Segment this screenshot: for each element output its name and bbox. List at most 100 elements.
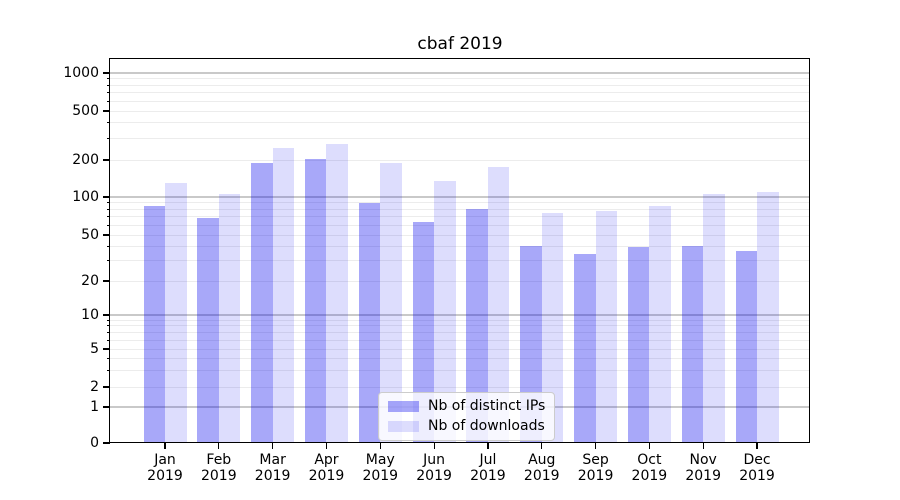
- gridline-minor: [110, 84, 810, 86]
- y-minor-tick-mark: [106, 260, 110, 262]
- x-tick-mark: [487, 443, 489, 449]
- gridline-minor: [110, 386, 810, 388]
- bar-downloads-aug: [541, 212, 564, 443]
- legend-swatch-downloads: [388, 421, 419, 432]
- gridline-minor: [110, 159, 810, 161]
- y-tick-mark: [103, 406, 110, 408]
- bar-downloads-oct: [649, 205, 671, 443]
- y-minor-tick-mark: [106, 319, 110, 321]
- y-tick-mark: [103, 314, 110, 316]
- x-axis-tick-label: Oct 2019: [631, 452, 668, 484]
- y-minor-tick-mark: [106, 202, 110, 204]
- gridline-minor: [110, 234, 810, 236]
- bar-downloads-jul: [487, 167, 510, 443]
- x-axis-tick-label: Jul 2019: [470, 452, 506, 484]
- x-tick-mark: [433, 443, 435, 449]
- chart-title: cbaf 2019: [417, 34, 503, 54]
- x-tick-mark: [594, 443, 597, 449]
- gridline-minor: [110, 369, 810, 371]
- gridline-minor: [110, 325, 810, 327]
- y-minor-tick-mark: [106, 325, 110, 327]
- bar-distinct-ips-nov: [681, 246, 704, 443]
- y-minor-tick-mark: [106, 216, 110, 218]
- bar-distinct-ips-jan: [143, 205, 165, 443]
- y-minor-tick-mark: [106, 100, 110, 102]
- gridline-minor: [110, 137, 810, 139]
- gridline-minor: [110, 280, 810, 282]
- x-axis-tick-label: Dec 2019: [739, 452, 775, 484]
- y-tick-mark: [103, 348, 110, 350]
- y-minor-tick-mark: [106, 245, 110, 247]
- y-axis-tick-label: 20: [81, 273, 99, 289]
- x-axis-tick-label: Sep 2019: [577, 452, 614, 484]
- gridline-minor: [110, 216, 810, 218]
- y-axis-tick-label: 1: [90, 399, 99, 415]
- y-axis-tick-label: 10: [81, 307, 99, 323]
- y-axis-tick-label: 2: [90, 379, 99, 395]
- y-minor-tick-mark: [106, 224, 110, 226]
- x-tick-mark: [702, 443, 704, 449]
- gridline-minor: [110, 92, 810, 94]
- y-tick-mark: [103, 280, 110, 282]
- legend-swatch-distinct-ips: [388, 401, 419, 412]
- x-axis-tick-label: Jan 2019: [147, 452, 183, 484]
- gridline-minor: [110, 202, 810, 204]
- gridline-minor: [110, 357, 810, 359]
- x-tick-mark: [379, 443, 381, 449]
- bar-downloads-jun: [434, 180, 456, 443]
- bar-downloads-nov: [703, 194, 725, 443]
- x-tick-mark: [164, 443, 166, 449]
- y-tick-mark: [103, 72, 110, 74]
- bar-distinct-ips-apr: [304, 158, 327, 443]
- gridline-minor: [110, 122, 810, 124]
- y-axis-tick-label: 0: [90, 435, 99, 451]
- legend-entry-downloads: Nb of downloads: [388, 419, 545, 434]
- bar-distinct-ips-mar: [251, 162, 273, 443]
- x-tick-mark: [272, 443, 274, 449]
- gridline-minor: [110, 245, 810, 247]
- legend-entry-distinct-ips: Nb of distinct IPs: [388, 399, 545, 414]
- bar-distinct-ips-sep: [574, 254, 596, 443]
- y-axis-tick-label: 200: [72, 152, 99, 168]
- gridline-minor: [110, 331, 810, 333]
- y-tick-mark: [103, 110, 110, 112]
- y-axis-tick-label: 5: [90, 341, 99, 357]
- x-tick-mark: [325, 443, 328, 449]
- x-axis-tick-label: Aug 2019: [523, 452, 560, 484]
- bar-downloads-jan: [165, 182, 187, 443]
- x-axis-tick-label: Nov 2019: [685, 452, 721, 484]
- gridline-minor: [110, 319, 810, 321]
- gridline-major: [110, 72, 810, 74]
- x-axis-tick-label: Apr 2019: [308, 452, 345, 484]
- gridline-major: [110, 196, 810, 198]
- y-minor-tick-mark: [106, 208, 110, 210]
- y-tick-mark: [103, 442, 110, 444]
- x-tick-mark: [756, 443, 758, 449]
- bar-distinct-ips-jul: [466, 209, 488, 443]
- y-tick-mark: [103, 234, 110, 236]
- x-axis-tick-label: May 2019: [362, 452, 399, 484]
- y-minor-tick-mark: [106, 122, 110, 124]
- y-tick-mark: [103, 159, 110, 161]
- gridline-minor: [110, 348, 810, 350]
- bar-downloads-may: [380, 162, 402, 443]
- gridline-minor: [110, 260, 810, 262]
- y-axis-tick-label: 500: [72, 103, 99, 119]
- bar-distinct-ips-dec: [735, 251, 758, 443]
- bar-downloads-mar: [272, 148, 295, 443]
- y-tick-mark: [103, 196, 110, 198]
- gridline-major: [110, 314, 810, 316]
- x-axis-tick-label: Jun 2019: [416, 452, 452, 484]
- gridline-minor: [110, 78, 810, 80]
- bar-downloads-sep: [595, 210, 618, 443]
- gridline-minor: [110, 339, 810, 341]
- bar-downloads-feb: [218, 194, 241, 443]
- y-axis-tick-label: 1000: [63, 65, 99, 81]
- bar-downloads-apr: [326, 143, 348, 443]
- bar-distinct-ips-feb: [197, 218, 219, 443]
- x-axis-tick-label: Feb 2019: [200, 452, 237, 484]
- y-minor-tick-mark: [106, 339, 110, 341]
- y-minor-tick-mark: [106, 331, 110, 333]
- bar-distinct-ips-may: [358, 202, 381, 443]
